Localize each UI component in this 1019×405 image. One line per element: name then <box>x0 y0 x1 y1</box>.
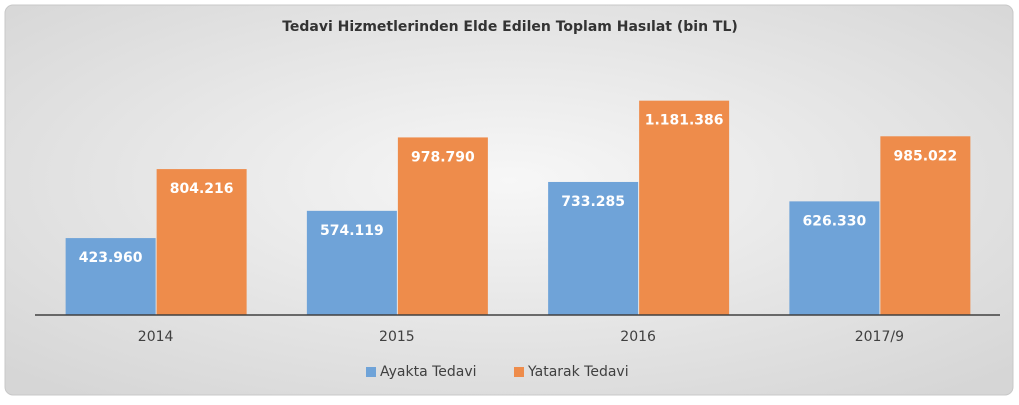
data-label: 733.285 <box>561 194 625 210</box>
data-label: 804.216 <box>170 181 234 197</box>
data-label: 626.330 <box>802 213 866 229</box>
legend-label: Yatarak Tedavi <box>527 364 629 380</box>
data-label: 1.181.386 <box>645 113 724 129</box>
bar <box>397 137 488 315</box>
legend-swatch <box>514 367 524 377</box>
data-label: 574.119 <box>320 223 384 239</box>
bar <box>306 210 397 315</box>
bar <box>880 136 971 315</box>
x-tick-label: 2016 <box>620 329 656 345</box>
bar <box>639 100 730 315</box>
x-tick-label: 2017/9 <box>855 329 904 345</box>
bar <box>789 201 880 315</box>
data-label: 985.022 <box>893 148 957 164</box>
legend-label: Ayakta Tedavi <box>380 364 477 380</box>
legend-swatch <box>366 367 376 377</box>
x-tick-label: 2015 <box>379 329 415 345</box>
bar <box>156 169 247 315</box>
bar <box>548 181 639 315</box>
bar <box>65 238 156 315</box>
data-label: 423.960 <box>79 250 143 266</box>
chart-title: Tedavi Hizmetlerinden Elde Edilen Toplam… <box>282 19 738 35</box>
chart-background <box>4 4 1014 396</box>
data-label: 978.790 <box>411 149 475 165</box>
x-tick-label: 2014 <box>138 329 174 345</box>
